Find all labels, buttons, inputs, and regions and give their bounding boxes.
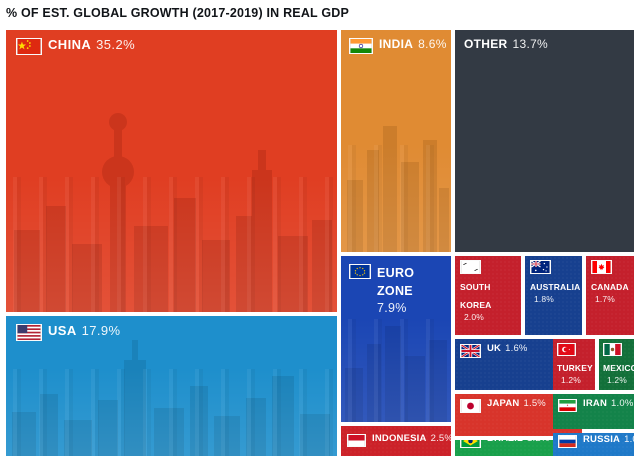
tile-value-uk: 1.6% — [505, 343, 528, 354]
tile-value-indonesia: 2.5% — [430, 433, 451, 444]
tile-name-australia: AUSTRALIA — [530, 282, 581, 292]
canada-flag-icon — [591, 260, 612, 274]
brazil-flag-icon — [460, 440, 481, 448]
tile-value-canada: 1.7% — [595, 294, 615, 304]
usa-flag-icon — [16, 324, 42, 341]
turkey-flag-icon — [557, 343, 576, 356]
indonesia-flag-icon — [347, 434, 366, 447]
tile-label-turkey: TURKEY 1.2% — [557, 343, 593, 386]
tile-name-iran: IRAN — [583, 398, 608, 409]
tile-value-iran: 1.0% — [611, 398, 634, 409]
treemap-tile-australia[interactable]: AUSTRALIA 1.8% — [525, 256, 582, 335]
tile-value-southkorea: 2.0% — [464, 312, 484, 322]
china-flag-icon — [16, 38, 42, 55]
tile-name-southkorea: SOUTH KOREA — [460, 282, 492, 310]
tile-name-canada: CANADA — [591, 282, 629, 292]
tile-value-russia: 1.0% — [624, 434, 634, 445]
usa-skyline-graphic — [12, 340, 330, 456]
iran-flag-icon — [558, 399, 577, 412]
tile-value-india: 8.6% — [418, 37, 447, 51]
treemap-tile-mexico[interactable]: MEXICO 1.2% — [599, 339, 634, 390]
treemap-tile-other[interactable]: OTHER 13.7% — [455, 30, 634, 252]
treemap-tile-india[interactable]: INDIA 8.6% — [341, 30, 451, 252]
tile-label-uk: UK 1.6% — [460, 343, 528, 358]
eurozone-skyline-graphic — [345, 326, 447, 422]
india-flag-icon — [349, 38, 373, 54]
treemap-tile-southkorea[interactable]: SOUTH KOREA 2.0% — [455, 256, 521, 335]
tile-name-indonesia: INDONESIA — [372, 433, 427, 444]
india-skyline-graphic — [347, 126, 449, 252]
tile-label-other: OTHER 13.7% — [464, 37, 549, 51]
page-title: % OF EST. GLOBAL GROWTH (2017-2019) IN R… — [6, 6, 350, 20]
tile-value-eurozone: 7.9% — [377, 301, 407, 315]
tile-label-brazil: BRAZIL 1.2% — [460, 440, 550, 448]
tile-name-eurozone: EURO ZONE — [377, 266, 415, 298]
tile-label-canada: CANADA 1.7% — [591, 260, 629, 305]
tile-label-southkorea: SOUTH KOREA 2.0% — [460, 260, 521, 323]
tile-name-india: INDIA — [379, 37, 414, 51]
tile-label-japan: JAPAN 1.5% — [460, 398, 546, 413]
tile-name-turkey: TURKEY — [557, 363, 593, 373]
tile-name-other: OTHER — [464, 37, 508, 51]
tile-label-india: INDIA 8.6% — [349, 37, 447, 54]
tile-value-brazil: 1.2% — [527, 440, 549, 445]
eu-flag-icon — [349, 264, 371, 279]
tile-name-china: CHINA — [48, 37, 92, 52]
treemap-chart: CHINA 35.2% USA 17.9% — [0, 26, 640, 460]
china-skyline-graphic — [14, 113, 332, 312]
treemap-tile-usa[interactable]: USA 17.9% — [6, 316, 337, 456]
south-korea-flag-icon — [460, 260, 481, 274]
tile-label-china: CHINA 35.2% — [16, 37, 136, 55]
tile-name-brazil: BRAZIL — [487, 440, 523, 445]
treemap-tile-canada[interactable]: CANADA 1.7% — [586, 256, 634, 335]
treemap-tile-russia[interactable]: RUSSIA 1.0% — [553, 433, 634, 456]
russia-flag-icon — [558, 435, 577, 448]
uk-flag-icon — [460, 344, 481, 358]
tile-name-mexico: MEXICO — [603, 363, 634, 373]
treemap-tile-eurozone[interactable]: EURO ZONE 7.9% — [341, 256, 451, 422]
treemap-tile-indonesia[interactable]: INDONESIA 2.5% — [341, 426, 451, 456]
tile-label-australia: AUSTRALIA 1.8% — [530, 260, 580, 305]
tile-value-turkey: 1.2% — [561, 375, 581, 385]
tile-value-other: 13.7% — [512, 37, 549, 51]
tile-name-uk: UK — [487, 343, 502, 354]
tile-value-japan: 1.5% — [523, 398, 546, 409]
australia-flag-icon — [530, 260, 551, 274]
tile-label-iran: IRAN 1.0% — [558, 398, 634, 412]
tile-name-usa: USA — [48, 323, 77, 338]
tile-name-japan: JAPAN — [487, 398, 520, 409]
tile-value-usa: 17.9% — [81, 323, 121, 338]
treemap-tile-china[interactable]: CHINA 35.2% — [6, 30, 337, 312]
mexico-flag-icon — [603, 343, 622, 356]
japan-flag-icon — [460, 399, 481, 413]
treemap-tile-iran[interactable]: IRAN 1.0% — [553, 394, 634, 429]
treemap-tile-brazil[interactable]: BRAZIL 1.2% — [455, 440, 582, 456]
tile-value-australia: 1.8% — [534, 294, 554, 304]
tile-label-eurozone: EURO ZONE 7.9% — [349, 264, 451, 315]
tile-value-china: 35.2% — [96, 37, 136, 52]
tile-label-usa: USA 17.9% — [16, 323, 121, 341]
tile-name-russia: RUSSIA — [583, 434, 621, 445]
tile-label-mexico: MEXICO 1.2% — [603, 343, 634, 386]
tile-label-indonesia: INDONESIA 2.5% — [347, 433, 451, 447]
tile-label-russia: RUSSIA 1.0% — [558, 434, 634, 448]
treemap-tile-turkey-panel[interactable]: TURKEY 1.2% — [553, 339, 595, 390]
tile-value-mexico: 1.2% — [607, 375, 627, 385]
